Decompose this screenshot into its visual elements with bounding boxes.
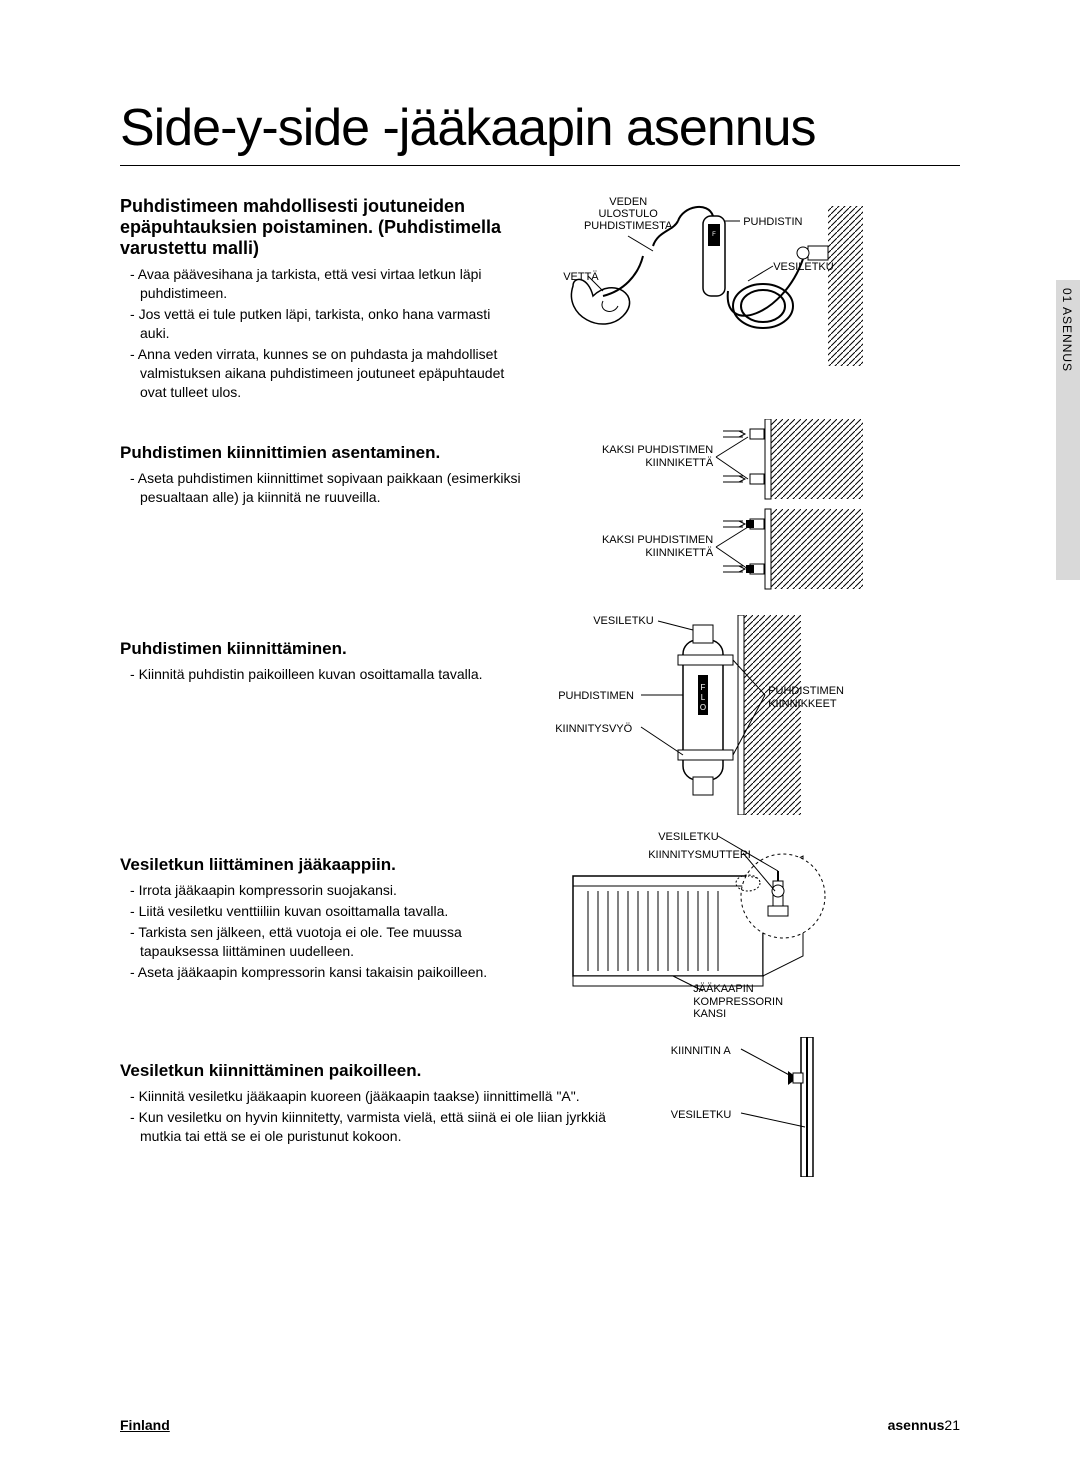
diagram-purifier-flush: VEDEN ULOSTULO PUHDISTIMESTA PUHDISTIN V… bbox=[543, 196, 960, 376]
diagram-fridge-connect: VESILETKU KIINNITYSMUTTERI JÄÄKAAPIN KOM… bbox=[543, 831, 960, 1021]
section5-bullet: Kun vesiletku on hyvin kiinnitetty, varm… bbox=[130, 1108, 641, 1146]
diagram-label-nut4: KIINNITYSMUTTERI bbox=[648, 849, 751, 861]
page-title: Side-y-side -jääkaapin asennus bbox=[120, 100, 960, 166]
diagram-label-clips2: KAKSI PUHDISTIMEN KIINNIKETTÄ bbox=[593, 534, 713, 558]
footer-country: Finland bbox=[120, 1417, 170, 1433]
diagram-purifier-lock: VESILETKU PUHDISTIMEN KIINNITYSVYÖ PUHDI… bbox=[543, 615, 960, 815]
section4-bullet: Tarkista sen jälkeen, että vuotoja ei ol… bbox=[130, 923, 523, 961]
side-tab: 01 ASENNUS bbox=[1056, 280, 1080, 580]
section2-bullet: Aseta puhdistimen kiinnittimet sopivaan … bbox=[130, 469, 523, 507]
diagram-hose-clip: KIINNITIN A VESILETKU bbox=[661, 1037, 960, 1177]
svg-text:F: F bbox=[712, 232, 716, 238]
section5-bullet: Kiinnitä vesiletku jääkaapin kuoreen (jä… bbox=[130, 1087, 641, 1106]
section4-bullet: Irrota jääkaapin kompressorin suojakansi… bbox=[130, 881, 523, 900]
svg-text:O: O bbox=[700, 703, 706, 712]
footer-page: asennus21 bbox=[888, 1417, 960, 1433]
svg-text:F: F bbox=[701, 683, 706, 692]
diagram-label-purifier: PUHDISTIN bbox=[743, 216, 802, 228]
diagram-label-clips3: PUHDISTIMEN KIINNIKKEET bbox=[768, 685, 848, 709]
footer-prefix: asennus bbox=[888, 1417, 945, 1433]
diagram-label-cover4: JÄÄKAAPIN KOMPRESSORIN KANSI bbox=[693, 983, 793, 1019]
section5-heading: Vesiletkun kiinnittäminen paikoilleen. bbox=[120, 1061, 641, 1081]
diagram-label-clips: KAKSI PUHDISTIMEN KIINNIKETTÄ bbox=[593, 444, 713, 468]
section4-bullet: Liitä vesiletku venttiiliin kuvan osoitt… bbox=[130, 902, 523, 921]
diagram-label-hose5: VESILETKU bbox=[671, 1109, 732, 1121]
diagram-label-outlet: VEDEN ULOSTULO PUHDISTIMESTA bbox=[583, 196, 673, 232]
section1-bullet: Anna veden virrata, kunnes se on puhdast… bbox=[130, 345, 523, 402]
svg-text:L: L bbox=[701, 693, 706, 702]
section2-heading: Puhdistimen kiinnittimien asentaminen. bbox=[120, 443, 523, 463]
footer-number: 21 bbox=[944, 1417, 960, 1433]
diagram-label-hose4: VESILETKU bbox=[658, 831, 719, 843]
section1-heading: Puhdistimeen mahdollisesti joutuneiden e… bbox=[120, 196, 523, 259]
diagram-label-hose3: VESILETKU bbox=[593, 615, 654, 627]
diagram-label-water: VETTÄ bbox=[563, 271, 598, 283]
section1-bullet: Jos vettä ei tule putken läpi, tarkista,… bbox=[130, 305, 523, 343]
diagram-label-hose: VESILETKU bbox=[773, 261, 834, 273]
side-tab-label: 01 ASENNUS bbox=[1060, 288, 1074, 372]
section1-bullet: Avaa päävesihana ja tarkista, että vesi … bbox=[130, 265, 523, 303]
section4-heading: Vesiletkun liittäminen jääkaappiin. bbox=[120, 855, 523, 875]
section3-bullet: Kiinnitä puhdistin paikoilleen kuvan oso… bbox=[130, 665, 523, 684]
diagram-label-clipA: KIINNITIN A bbox=[671, 1045, 731, 1057]
section4-bullet: Aseta jääkaapin kompressorin kansi takai… bbox=[130, 963, 523, 982]
page-footer: Finland asennus21 bbox=[120, 1417, 960, 1433]
section3-heading: Puhdistimen kiinnittäminen. bbox=[120, 639, 523, 659]
diagram-label-purifier3: PUHDISTIMEN bbox=[558, 690, 634, 702]
diagram-clip-install: KAKSI PUHDISTIMEN KIINNIKETTÄ KAKSI PUHD… bbox=[543, 419, 960, 599]
diagram-label-belt3: KIINNITYSVYÖ bbox=[555, 723, 632, 735]
